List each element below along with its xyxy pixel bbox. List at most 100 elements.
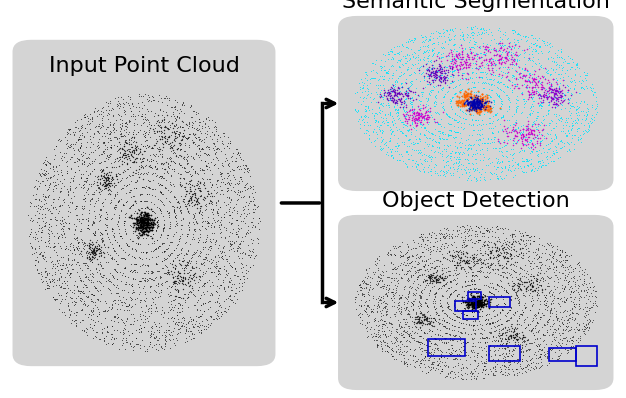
Point xyxy=(119,142,129,149)
Point xyxy=(418,238,428,244)
Point xyxy=(444,31,454,37)
Point xyxy=(41,154,51,160)
Point xyxy=(430,336,440,342)
Point xyxy=(587,116,597,122)
Point xyxy=(440,74,450,80)
Point xyxy=(141,262,151,269)
Point xyxy=(557,249,567,255)
Point xyxy=(80,114,90,120)
Point xyxy=(178,295,188,301)
Point xyxy=(40,213,50,220)
Point xyxy=(213,271,223,277)
Point xyxy=(570,117,580,123)
Point xyxy=(521,250,531,256)
Point xyxy=(516,250,526,257)
Point xyxy=(456,230,466,236)
Point xyxy=(441,170,451,176)
Point xyxy=(372,76,382,83)
Point xyxy=(478,330,488,337)
Point xyxy=(361,95,371,101)
Point xyxy=(462,98,472,104)
Point xyxy=(540,92,550,99)
Point xyxy=(250,252,260,259)
Point xyxy=(54,292,64,298)
Point xyxy=(232,197,242,203)
Point xyxy=(191,219,201,225)
Point xyxy=(526,129,536,136)
Point xyxy=(248,246,258,252)
Point xyxy=(495,79,505,86)
Point xyxy=(101,183,111,189)
Point xyxy=(126,101,136,107)
Point xyxy=(146,308,156,314)
Point xyxy=(51,222,61,228)
Point xyxy=(372,331,382,338)
Point xyxy=(535,346,545,352)
Point xyxy=(71,250,81,257)
Point xyxy=(559,140,569,146)
Point xyxy=(165,143,175,149)
Text: Object Detection: Object Detection xyxy=(382,191,570,211)
Point xyxy=(80,302,90,308)
Point xyxy=(463,301,473,308)
Point xyxy=(501,260,511,266)
Point xyxy=(433,331,443,337)
Point xyxy=(84,154,94,161)
Point xyxy=(374,82,384,88)
Point xyxy=(367,332,377,339)
Point xyxy=(505,306,515,313)
Point xyxy=(413,318,423,324)
Point xyxy=(477,102,487,109)
Point xyxy=(473,301,483,307)
Point xyxy=(97,326,107,332)
Point xyxy=(443,167,453,174)
Point xyxy=(487,320,497,326)
Point xyxy=(238,194,248,201)
Point xyxy=(405,55,415,61)
Point xyxy=(93,176,103,182)
Point xyxy=(458,98,468,105)
Point xyxy=(489,348,499,355)
Point xyxy=(59,273,69,280)
Point xyxy=(145,284,155,290)
Point xyxy=(414,130,424,137)
Point xyxy=(537,289,547,295)
Point xyxy=(103,103,113,109)
Point xyxy=(120,217,130,224)
Point xyxy=(381,308,391,315)
Point xyxy=(479,257,489,263)
Point xyxy=(506,168,516,174)
Point xyxy=(537,84,547,90)
Point xyxy=(503,106,513,112)
Point xyxy=(216,178,226,185)
Point xyxy=(506,52,516,58)
Point xyxy=(394,157,404,163)
Point xyxy=(196,191,206,198)
Point xyxy=(436,354,446,360)
Point xyxy=(167,144,177,150)
Point xyxy=(150,307,160,314)
Point xyxy=(51,282,61,288)
Point xyxy=(186,336,196,342)
Point xyxy=(108,124,118,131)
Point xyxy=(497,74,507,80)
Point xyxy=(411,140,421,146)
Point xyxy=(496,59,506,65)
Point xyxy=(409,315,419,322)
Point xyxy=(81,174,91,181)
Point xyxy=(426,65,436,71)
Point xyxy=(36,269,46,275)
Point xyxy=(464,106,475,113)
Point xyxy=(387,75,397,82)
Point xyxy=(116,245,126,252)
Point xyxy=(408,62,418,68)
Point xyxy=(85,244,95,250)
Point xyxy=(173,197,183,204)
Point xyxy=(475,98,485,105)
Point xyxy=(471,101,481,107)
Point xyxy=(471,106,481,113)
Point xyxy=(91,113,101,119)
Point xyxy=(116,233,126,239)
Point xyxy=(488,129,498,136)
Point xyxy=(536,261,546,268)
